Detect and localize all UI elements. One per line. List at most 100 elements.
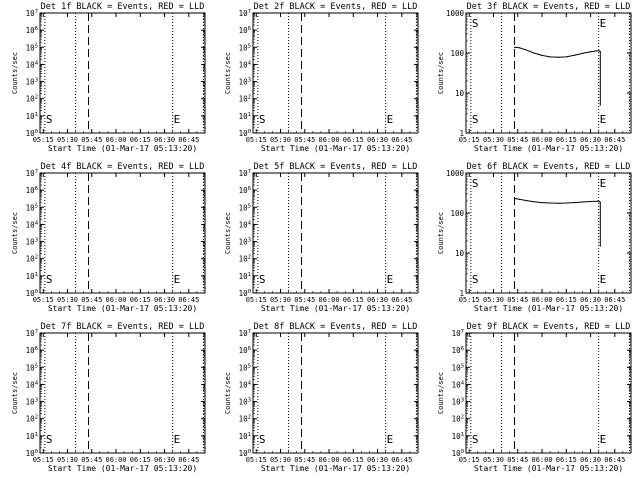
event-marker-label: S [46, 273, 53, 286]
panel-det-9: Det 9f BLACK = Events, RED = LLD10010110… [437, 322, 632, 473]
x-tick-label: 05:30 [483, 136, 504, 144]
y-tick-label: 1 [459, 129, 464, 138]
y-tick-label: 10 [455, 89, 465, 98]
x-tick-label: 05:30 [57, 136, 78, 144]
x-tick-label: 05:15 [33, 296, 54, 304]
x-axis-label: Start Time (01-Mar-17 05:13:20) [48, 144, 197, 153]
y-tick-exponent: 7 [248, 329, 251, 335]
y-tick-exponent: 3 [248, 398, 251, 404]
x-tick-label: 06:30 [580, 136, 601, 144]
x-tick-label: 05:45 [294, 296, 315, 304]
y-tick-label: 100 [450, 209, 464, 218]
y-axis-label: Counts/sec [11, 212, 19, 254]
event-marker-label: S [259, 273, 266, 286]
x-tick-label: 06:00 [531, 136, 552, 144]
y-tick-exponent: 6 [461, 346, 464, 352]
x-tick-label: 06:15 [130, 136, 151, 144]
panel-title: Det 8f BLACK = Events, RED = LLD [254, 322, 418, 332]
panel-title: Det 7f BLACK = Events, RED = LLD [41, 322, 205, 332]
x-tick-label: 06:15 [130, 456, 151, 464]
event-marker-label: E [387, 113, 394, 126]
y-tick-label: 1000 [446, 9, 465, 18]
x-tick-label: 06:45 [604, 136, 625, 144]
x-tick-label: 06:30 [154, 136, 175, 144]
x-tick-label: 06:45 [391, 456, 412, 464]
y-tick-label: 106 [239, 26, 251, 35]
y-tick-label: 100 [239, 449, 251, 458]
panel-det-2: Det 2f BLACK = Events, RED = LLD10010110… [224, 2, 419, 153]
y-tick-label: 102 [26, 255, 38, 264]
data-point [549, 56, 551, 58]
y-tick-exponent: 2 [35, 255, 38, 261]
data-point [565, 202, 567, 204]
y-tick-label: 100 [452, 449, 464, 458]
event-marker-label: S [46, 113, 53, 126]
data-point [541, 54, 543, 57]
data-point [590, 200, 592, 203]
plot-frame [465, 12, 632, 134]
x-tick-label: 06:30 [367, 296, 388, 304]
y-tick-label: 100 [239, 289, 251, 298]
x-tick-label: 05:45 [507, 296, 528, 304]
x-tick-label: 05:30 [270, 296, 291, 304]
x-tick-label: 06:45 [178, 456, 199, 464]
panel-det-5: Det 5f BLACK = Events, RED = LLD10010110… [224, 162, 419, 313]
data-point [549, 202, 551, 204]
event-marker-label: E [387, 273, 394, 286]
plot-frame [39, 332, 206, 454]
y-tick-exponent: 3 [248, 238, 251, 244]
x-tick-label: 06:00 [531, 296, 552, 304]
panel-det-8: Det 8f BLACK = Events, RED = LLD10010110… [224, 322, 419, 473]
y-tick-exponent: 1 [248, 272, 251, 278]
data-point [518, 198, 521, 200]
x-tick-label: 05:45 [294, 136, 315, 144]
y-tick-label: 105 [239, 363, 251, 372]
y-tick-label: 103 [26, 238, 38, 247]
y-tick-exponent: 6 [248, 26, 251, 32]
x-axis-label: Start Time (01-Mar-17 05:13:20) [48, 304, 197, 313]
y-tick-label: 103 [26, 398, 38, 407]
x-tick-label: 06:45 [391, 136, 412, 144]
data-point [581, 201, 584, 203]
event-marker-label: E [600, 273, 607, 286]
event-marker-label: E [174, 273, 181, 286]
y-tick-label: 100 [450, 49, 464, 58]
y-tick-label: 106 [239, 186, 251, 195]
y-tick-exponent: 0 [35, 289, 38, 295]
event-marker-label: S [472, 177, 479, 190]
x-tick-label: 05:45 [294, 456, 315, 464]
y-tick-exponent: 5 [35, 363, 38, 369]
y-tick-exponent: 2 [461, 415, 464, 421]
x-axis-label: Start Time (01-Mar-17 05:13:20) [474, 464, 623, 473]
panel-title: Det 4f BLACK = Events, RED = LLD [41, 162, 205, 172]
data-point [525, 199, 527, 202]
y-tick-exponent: 2 [35, 415, 38, 421]
y-tick-label: 103 [239, 398, 251, 407]
data-point [513, 197, 516, 200]
y-tick-exponent: 3 [461, 398, 464, 404]
data-point [581, 52, 584, 55]
x-tick-label: 05:15 [246, 456, 267, 464]
x-tick-label: 05:15 [459, 296, 480, 304]
y-tick-label: 102 [26, 95, 38, 104]
y-tick-label: 105 [26, 203, 38, 212]
panel-det-4: Det 4f BLACK = Events, RED = LLD10010110… [11, 162, 206, 313]
y-tick-exponent: 3 [248, 78, 251, 84]
x-tick-label: 06:15 [556, 296, 577, 304]
y-tick-exponent: 4 [248, 60, 252, 66]
y-axis-label: Counts/sec [437, 372, 445, 414]
plot-frame [465, 332, 632, 454]
y-axis-label: Counts/sec [437, 52, 445, 94]
x-tick-label: 06:30 [367, 136, 388, 144]
y-tick-exponent: 5 [248, 363, 251, 369]
y-axis-label: Counts/sec [224, 372, 232, 414]
x-tick-label: 06:45 [604, 296, 625, 304]
y-tick-label: 107 [26, 329, 38, 338]
x-axis-label: Start Time (01-Mar-17 05:13:20) [474, 304, 623, 313]
y-tick-label: 105 [452, 363, 464, 372]
y-tick-exponent: 5 [35, 43, 38, 49]
x-tick-label: 06:45 [604, 456, 625, 464]
x-tick-label: 06:15 [556, 456, 577, 464]
y-tick-label: 102 [452, 415, 464, 424]
y-tick-exponent: 5 [461, 363, 464, 369]
